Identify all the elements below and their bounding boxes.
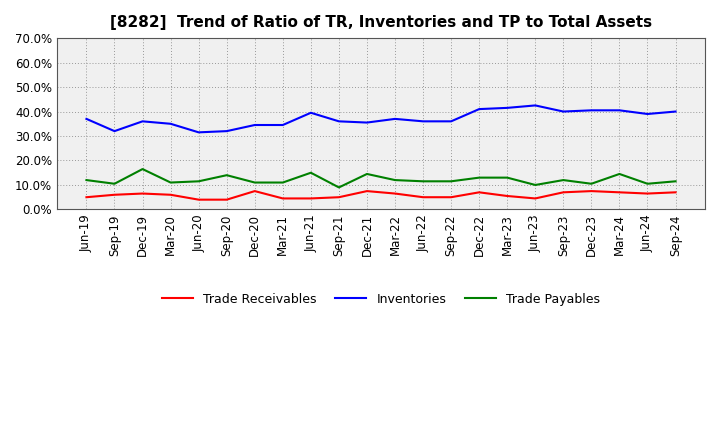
Trade Receivables: [363, 188, 372, 194]
Trade Payables: [307, 170, 315, 176]
Inventories: [475, 106, 484, 112]
Trade Receivables: [615, 190, 624, 195]
Trade Payables: [615, 171, 624, 176]
Trade Receivables: [222, 197, 231, 202]
Trade Receivables: [194, 197, 203, 202]
Trade Payables: [419, 179, 428, 184]
Line: Trade Payables: Trade Payables: [86, 169, 675, 187]
Trade Receivables: [279, 196, 287, 201]
Title: [8282]  Trend of Ratio of TR, Inventories and TP to Total Assets: [8282] Trend of Ratio of TR, Inventories…: [110, 15, 652, 30]
Trade Receivables: [531, 196, 539, 201]
Trade Payables: [559, 177, 567, 183]
Inventories: [335, 119, 343, 124]
Trade Receivables: [251, 188, 259, 194]
Inventories: [419, 119, 428, 124]
Trade Payables: [110, 181, 119, 187]
Trade Payables: [671, 179, 680, 184]
Inventories: [166, 121, 175, 126]
Inventories: [222, 128, 231, 134]
Trade Receivables: [587, 188, 595, 194]
Inventories: [559, 109, 567, 114]
Trade Payables: [222, 172, 231, 178]
Trade Payables: [279, 180, 287, 185]
Inventories: [615, 108, 624, 113]
Trade Receivables: [419, 194, 428, 200]
Legend: Trade Receivables, Inventories, Trade Payables: Trade Receivables, Inventories, Trade Pa…: [157, 288, 606, 311]
Inventories: [110, 128, 119, 134]
Trade Receivables: [110, 192, 119, 198]
Trade Receivables: [671, 190, 680, 195]
Inventories: [643, 111, 652, 117]
Inventories: [251, 122, 259, 128]
Trade Payables: [391, 177, 400, 183]
Inventories: [138, 119, 147, 124]
Inventories: [671, 109, 680, 114]
Trade Receivables: [447, 194, 456, 200]
Line: Inventories: Inventories: [86, 106, 675, 132]
Trade Receivables: [503, 193, 511, 198]
Inventories: [391, 116, 400, 121]
Inventories: [447, 119, 456, 124]
Trade Payables: [194, 179, 203, 184]
Trade Payables: [531, 182, 539, 187]
Inventories: [587, 108, 595, 113]
Inventories: [503, 105, 511, 110]
Trade Receivables: [166, 192, 175, 198]
Trade Payables: [82, 177, 91, 183]
Trade Payables: [363, 171, 372, 176]
Trade Receivables: [335, 194, 343, 200]
Inventories: [82, 116, 91, 121]
Trade Payables: [447, 179, 456, 184]
Trade Receivables: [307, 196, 315, 201]
Trade Payables: [475, 175, 484, 180]
Trade Receivables: [559, 190, 567, 195]
Inventories: [307, 110, 315, 115]
Trade Payables: [503, 175, 511, 180]
Trade Payables: [643, 181, 652, 187]
Trade Receivables: [475, 190, 484, 195]
Trade Payables: [335, 185, 343, 190]
Inventories: [363, 120, 372, 125]
Trade Payables: [587, 181, 595, 187]
Inventories: [194, 130, 203, 135]
Trade Payables: [251, 180, 259, 185]
Inventories: [531, 103, 539, 108]
Trade Receivables: [138, 191, 147, 196]
Trade Receivables: [643, 191, 652, 196]
Trade Payables: [166, 180, 175, 185]
Trade Payables: [138, 166, 147, 172]
Trade Receivables: [391, 191, 400, 196]
Inventories: [279, 122, 287, 128]
Trade Receivables: [82, 194, 91, 200]
Line: Trade Receivables: Trade Receivables: [86, 191, 675, 200]
